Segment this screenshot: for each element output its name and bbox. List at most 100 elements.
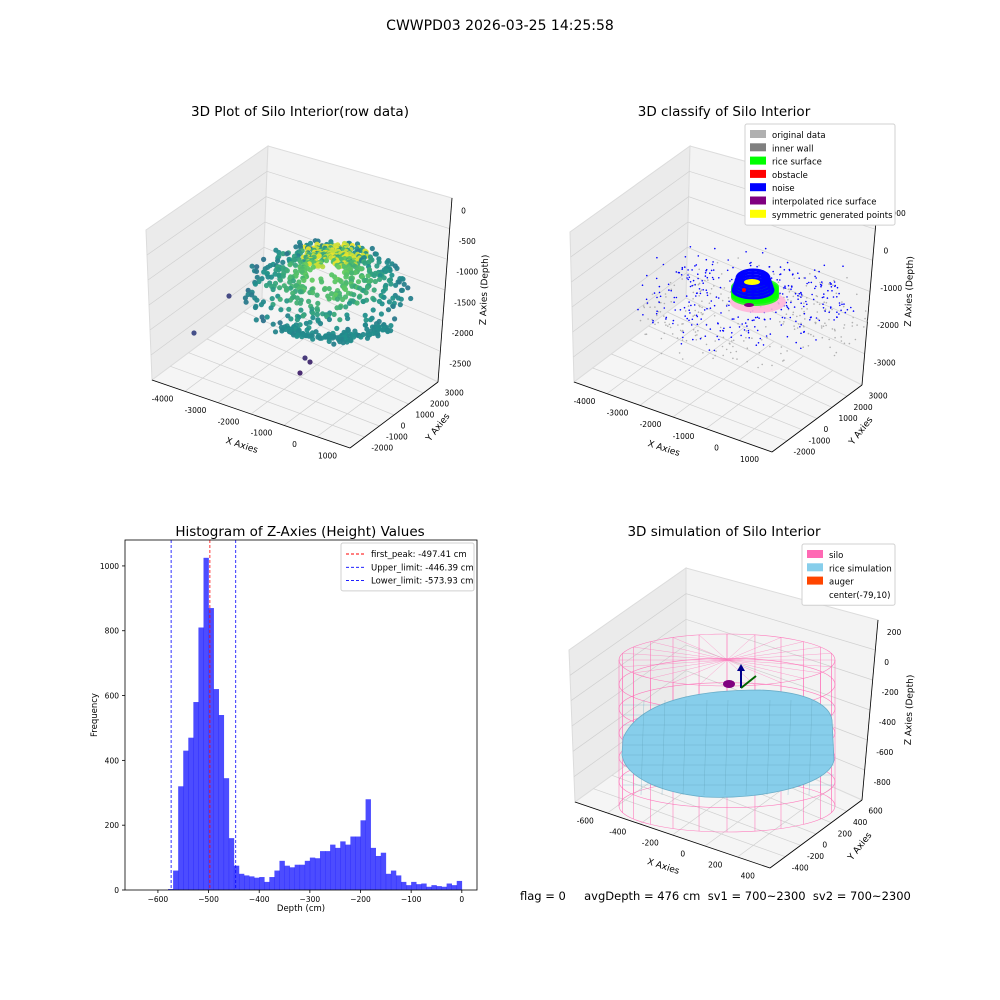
raw-point bbox=[376, 259, 382, 265]
classify-original-point bbox=[758, 351, 761, 354]
raw-point bbox=[386, 299, 392, 305]
classify-original-point bbox=[692, 291, 695, 294]
classify-original-point bbox=[731, 340, 733, 342]
histogram-bar bbox=[340, 841, 346, 890]
classify-y-tick-label: 3000 bbox=[869, 392, 888, 401]
status-line: flag = 0 avgDepth = 476 cm sv1 = 700~230… bbox=[520, 889, 911, 903]
classify-noise-point bbox=[672, 319, 675, 322]
simulation-grid-z bbox=[569, 593, 876, 676]
histogram-bar bbox=[223, 778, 230, 890]
classify-original-point bbox=[676, 337, 679, 339]
classify-original-point bbox=[828, 283, 830, 285]
classify-noise-point bbox=[741, 323, 743, 325]
raw-point bbox=[326, 316, 332, 323]
raw-point bbox=[349, 270, 355, 276]
classify-noise-point bbox=[674, 309, 676, 311]
simulation-legend-label: rice simulation bbox=[829, 564, 892, 574]
classify-noise-point bbox=[797, 298, 799, 301]
histogram-bar bbox=[441, 886, 447, 890]
classify-legend-label: original data bbox=[772, 131, 826, 141]
histogram-y-tick-label: 1000 bbox=[100, 562, 119, 571]
classify-original-point bbox=[708, 302, 711, 305]
classify-interpolated-points bbox=[744, 303, 754, 307]
raw-y-tick-label: 3000 bbox=[445, 389, 464, 398]
raw-y-tick-label: 2000 bbox=[430, 400, 449, 409]
simulation-x-tick-label: 0 bbox=[680, 850, 685, 859]
classify-original-point bbox=[665, 296, 667, 298]
classify-original-point bbox=[824, 322, 826, 325]
classify-noise-point bbox=[646, 274, 648, 277]
classify-original-point bbox=[692, 328, 695, 331]
panel-raw-title: 3D Plot of Silo Interior(row data) bbox=[191, 104, 409, 120]
classify-noise-point bbox=[823, 264, 826, 267]
classify-original-point bbox=[771, 364, 773, 367]
classify-noise-point bbox=[775, 311, 777, 314]
classify-noise-point bbox=[813, 269, 816, 271]
classify-noise-point bbox=[786, 296, 788, 298]
classify-noise-point bbox=[691, 269, 693, 271]
classify-original-point bbox=[725, 348, 728, 351]
classify-noise-point bbox=[836, 286, 839, 289]
classify-original-point bbox=[786, 350, 788, 352]
classify-original-point bbox=[760, 339, 763, 341]
classify-grid-z bbox=[571, 196, 873, 283]
classify-original-point bbox=[660, 337, 663, 340]
classify-original-point bbox=[663, 315, 665, 317]
simulation-y-tick-label: -400 bbox=[792, 863, 809, 872]
classify-noise-point bbox=[652, 319, 654, 322]
raw-point bbox=[365, 273, 371, 279]
histogram-bar bbox=[244, 875, 250, 890]
classify-original-point bbox=[709, 292, 712, 295]
histogram-bar bbox=[299, 864, 306, 890]
raw-point bbox=[314, 311, 320, 318]
classify-original-point bbox=[722, 354, 724, 357]
simulation-z-tick-label: 200 bbox=[887, 628, 902, 637]
raw-point bbox=[284, 251, 290, 257]
histogram-bar bbox=[249, 876, 255, 890]
histogram-bar bbox=[350, 836, 356, 890]
classify-x-tick-label: 1000 bbox=[740, 455, 759, 464]
classify-original-point bbox=[840, 336, 842, 338]
classify-original-point bbox=[812, 335, 815, 338]
raw-point bbox=[378, 311, 384, 317]
classify-noise-point bbox=[838, 313, 840, 315]
classify-original-point bbox=[702, 352, 704, 354]
raw-x-tick-label: -1000 bbox=[251, 429, 273, 438]
classify-original-point bbox=[701, 306, 703, 309]
raw-point bbox=[361, 277, 367, 283]
silo-top-spoke bbox=[726, 646, 821, 661]
raw-point bbox=[314, 292, 320, 298]
classify-noise-point bbox=[800, 302, 802, 305]
raw-point bbox=[243, 299, 249, 305]
raw-point bbox=[348, 338, 354, 344]
classify-original-point bbox=[651, 293, 654, 296]
classify-noise-point bbox=[780, 324, 783, 326]
classify-legend-label: inner wall bbox=[772, 144, 813, 154]
classify-noise-point bbox=[704, 275, 707, 277]
raw-point bbox=[301, 277, 307, 283]
histogram-bar bbox=[178, 786, 184, 890]
classify-noise-point bbox=[709, 272, 711, 275]
classify-noise-point bbox=[764, 318, 766, 321]
silo-top-spoke bbox=[726, 659, 832, 667]
classify-noise-point bbox=[717, 322, 719, 325]
raw-point bbox=[334, 296, 341, 302]
simulation-x-tick-label: 200 bbox=[708, 861, 723, 870]
raw-z-label: Z Axies (Depth) bbox=[479, 255, 491, 326]
classify-original-point bbox=[852, 316, 854, 319]
classify-noise-point bbox=[754, 326, 756, 328]
classify-noise-point bbox=[784, 317, 786, 319]
classify-noise-point bbox=[781, 293, 784, 295]
raw-point bbox=[303, 320, 309, 326]
classify-original-point bbox=[696, 334, 698, 336]
silo-top-spoke bbox=[672, 659, 728, 683]
raw-point bbox=[191, 330, 197, 336]
classify-noise-point bbox=[842, 265, 844, 268]
classify-original-point bbox=[856, 293, 858, 296]
raw-point bbox=[283, 287, 290, 293]
silo-top-spoke bbox=[726, 634, 756, 661]
histogram-bar bbox=[193, 702, 199, 890]
classify-original-point bbox=[663, 302, 666, 305]
classify-original-point bbox=[840, 340, 843, 342]
classify-legend-swatch bbox=[750, 130, 766, 138]
